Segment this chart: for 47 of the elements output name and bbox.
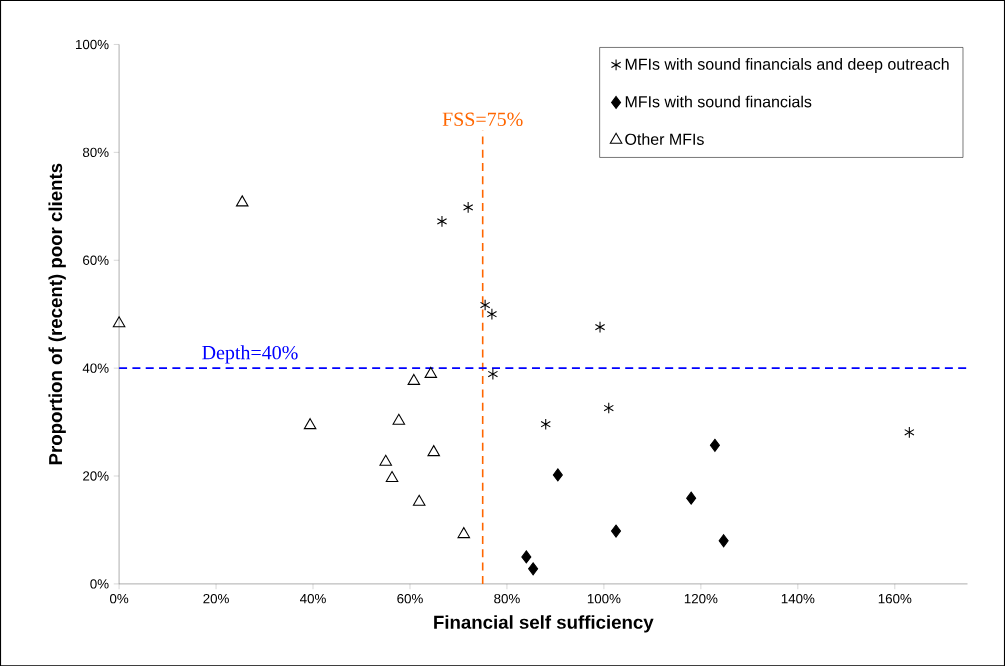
point [603, 402, 614, 414]
point [462, 201, 474, 214]
point [303, 417, 317, 430]
x-tick-label: 20% [203, 593, 229, 604]
y-tick-label: 0% [90, 579, 109, 589]
legend-label: Other MFIs [625, 133, 704, 145]
point [594, 321, 606, 333]
point [385, 470, 399, 482]
ref-line-label: Depth=40% [202, 345, 298, 364]
x-axis-title: Financial self sufficiency [434, 615, 654, 633]
point [392, 413, 406, 425]
y-tick-label: 80% [82, 147, 109, 157]
legend-label: MFIs with sound financials [625, 95, 812, 108]
point [552, 468, 563, 482]
x-tick-label: 100% [587, 593, 621, 604]
point [436, 215, 448, 228]
point [718, 534, 729, 548]
x-tick-label: 120% [684, 593, 718, 604]
legend-label: MFIs with sound financials and deep outreach [625, 57, 949, 73]
point [540, 418, 551, 430]
x-tick-label: 80% [494, 593, 520, 604]
point [487, 368, 499, 380]
y-tick-label: 20% [83, 471, 109, 481]
point [235, 195, 249, 207]
x-tick-label: 0% [109, 593, 129, 604]
y-tick-label: 60% [83, 255, 109, 265]
ref-line-label: FSS=75% [442, 112, 523, 126]
point [610, 524, 622, 538]
x-tick-label: 60% [397, 593, 423, 604]
x-tick-label: 160% [878, 593, 912, 604]
point [407, 373, 421, 385]
point [528, 562, 539, 576]
y-axis-title: Proportion of (recent) poor clients [48, 163, 66, 465]
point [412, 494, 426, 506]
point [427, 444, 441, 456]
point [709, 438, 720, 452]
point [379, 454, 393, 466]
y-tick-label: 100% [76, 39, 109, 50]
point [457, 526, 471, 538]
point [686, 491, 697, 505]
point [521, 550, 532, 564]
y-tick-label: 40% [82, 363, 109, 373]
x-tick-label: 40% [299, 593, 326, 604]
point [424, 366, 438, 378]
point [112, 315, 126, 328]
x-tick-label: 140% [781, 593, 815, 604]
point [904, 426, 915, 439]
